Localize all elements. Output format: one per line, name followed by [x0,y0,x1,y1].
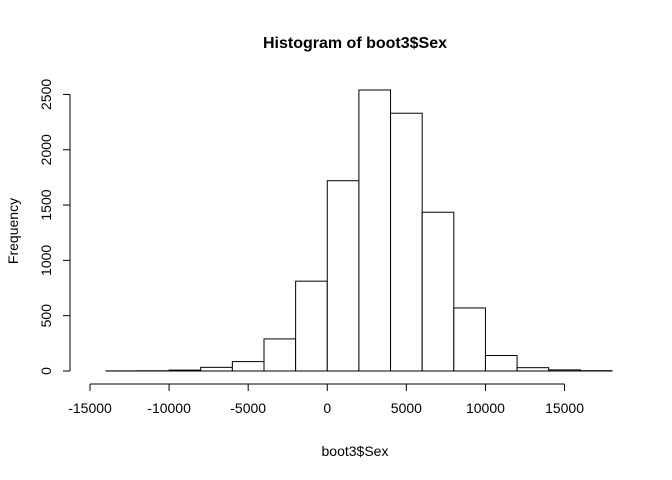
histogram-bar [421,211,455,372]
histogram-bar [516,367,550,372]
y-tick-label: 2500 [38,79,54,110]
y-axis: 0 500 1000 1500 2000 2500 [38,79,71,375]
histogram-bar [453,307,486,372]
x-tick-label: 0 [323,400,331,416]
x-tick-label: 10000 [466,400,505,416]
histogram-bar [358,89,392,372]
y-axis-label: Frequency [5,198,21,264]
x-tick-label: -15000 [68,400,112,416]
histogram-bar [200,366,233,372]
y-tick-label: 1500 [38,189,54,220]
histogram-bar [548,369,581,372]
histogram-bar [168,369,202,372]
x-tick-label: 15000 [545,400,584,416]
chart-title: Histogram of boot3$Sex [263,35,447,52]
histogram-bar [390,112,423,372]
x-axis: -15000 -10000 -5000 0 5000 10000 15000 [68,383,584,416]
y-tick-label: 1000 [38,245,54,276]
x-tick-label: -10000 [147,400,191,416]
y-tick-label: 0 [38,367,54,375]
histogram-bar [231,361,265,372]
x-tick-label: 5000 [391,400,422,416]
histogram-bar [295,280,328,372]
histogram-bar [484,355,518,372]
y-tick-label: 500 [38,304,54,328]
histogram-bars [105,89,613,372]
histogram-bar [263,338,297,372]
x-tick-label: -5000 [230,400,266,416]
y-tick-label: 2000 [38,134,54,165]
histogram-bar [326,180,360,372]
x-axis-label: boot3$Sex [322,443,389,459]
